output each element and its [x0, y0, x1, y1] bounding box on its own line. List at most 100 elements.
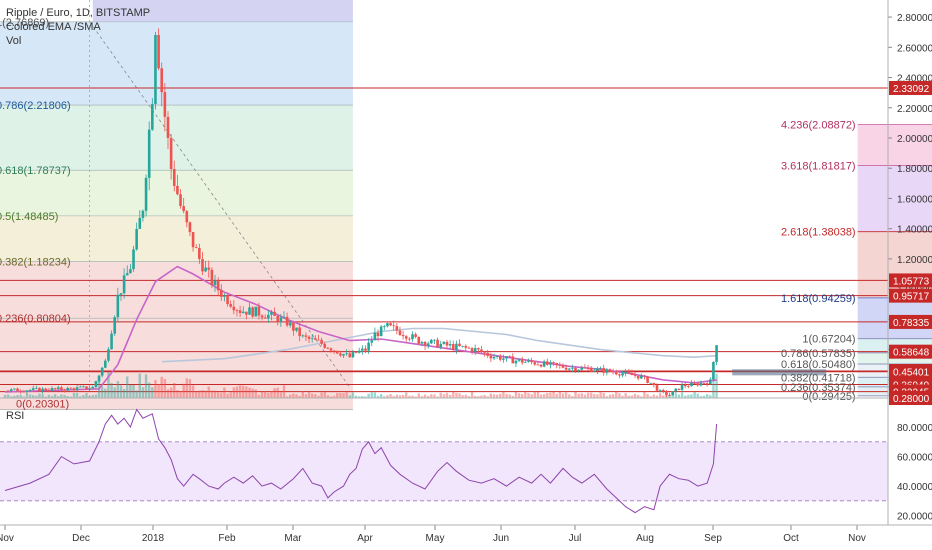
fib-ext-band [857, 124, 932, 166]
chart-legend: Ripple / Euro, 1D, BITSTAMP Colored EMA … [6, 6, 150, 48]
candle-body [473, 348, 477, 352]
candle-body [442, 341, 446, 344]
candle-body [430, 339, 433, 344]
candle-body [91, 386, 95, 389]
rsi-label[interactable]: RSI [6, 410, 25, 422]
fib-ret-band [0, 105, 353, 171]
candle-body [182, 206, 185, 212]
candle-body [668, 394, 671, 396]
volume-bar [643, 391, 646, 398]
candle-body [382, 326, 386, 328]
price-tick-label: 2.80000 [897, 13, 932, 24]
volume-bar [254, 389, 257, 398]
symbol-title[interactable]: Ripple / Euro, 1D, BITSTAMP [6, 7, 151, 19]
volume-label[interactable]: Vol [6, 35, 22, 47]
candle-body [138, 217, 142, 229]
volume-bar [558, 391, 562, 398]
candle-body [28, 389, 32, 391]
candle-body [25, 390, 29, 392]
volume-bar [332, 395, 336, 398]
candle-body [85, 386, 88, 389]
candle-body [715, 345, 718, 362]
volume-bar [489, 393, 493, 398]
volume-bar [129, 384, 132, 398]
volume-bar [574, 391, 577, 398]
volume-bar [60, 394, 63, 398]
candle-body [223, 295, 226, 297]
candle-body [307, 336, 311, 339]
volume-bar [361, 396, 364, 398]
candle-body [683, 384, 687, 387]
volume-bar [467, 396, 471, 398]
candle-body [270, 311, 273, 315]
indicator-name[interactable]: Colored EMA /SMA [6, 21, 101, 33]
volume-bar [445, 392, 449, 398]
volume-bar [279, 392, 283, 398]
rsi-tick-label: 20.0000 [897, 512, 932, 523]
price-axis[interactable]: 2.80000 2.60000 2.40000 2.20000 2.00000 1.800… [888, 13, 932, 523]
candle-body [104, 360, 107, 368]
volume-bar [530, 394, 533, 398]
candle-body [580, 367, 584, 370]
fib-ret-label: 1(2.76869) [0, 17, 49, 29]
candle-body [379, 326, 383, 337]
sma-path [161, 327, 717, 363]
volume-bar [514, 392, 518, 398]
candle-body [527, 360, 530, 362]
volume-bar [75, 392, 79, 398]
volume-bar [602, 392, 605, 398]
level-badge-label: 1.05773 [893, 276, 930, 287]
time-tick-label: Apr [357, 533, 373, 544]
volume-bar [147, 382, 151, 398]
candle-body [649, 382, 653, 384]
volume-bar [195, 391, 198, 398]
fib-ext-band [857, 165, 932, 232]
volume-bar [223, 387, 226, 398]
volume-bar [94, 394, 98, 398]
candle-body [611, 371, 615, 373]
volume-bar [285, 396, 289, 398]
candle-body [486, 352, 490, 356]
candle-body [561, 365, 565, 368]
level-badge-label: 0.58648 [893, 348, 930, 359]
volume-bar [373, 392, 377, 398]
volume-bar [539, 394, 543, 398]
candle-body [172, 168, 176, 186]
candle-body [495, 356, 499, 357]
candle-body [583, 367, 587, 369]
volume-bar [376, 395, 380, 398]
volume-bar [132, 384, 135, 398]
candle-body [712, 361, 715, 380]
candle-body [301, 335, 305, 337]
candle-body [621, 373, 624, 376]
volume-bar [405, 392, 408, 398]
candle-body [477, 348, 480, 350]
time-tick-label: Sep [704, 533, 722, 544]
candle-body [646, 376, 649, 383]
volume-bar [38, 393, 41, 398]
volume-bar [690, 394, 693, 398]
volume-bar [160, 376, 163, 398]
candle-body [708, 379, 712, 385]
volume-bar [113, 387, 116, 398]
volume-bar [426, 395, 430, 398]
candle-body [533, 362, 537, 365]
volume-bar [301, 391, 304, 398]
fib-ext-label: 1(0.67204) [802, 334, 855, 346]
volume-bar [593, 393, 596, 398]
candle-body [461, 345, 464, 347]
candle-body [614, 372, 618, 375]
candle-body [586, 367, 590, 369]
time-tick-label: Aug [636, 533, 654, 544]
fib-ret-top-band [92, 0, 353, 22]
candle-body [201, 258, 204, 272]
volume-bar [176, 390, 179, 398]
candle-body [536, 364, 540, 366]
fib-ret-label: 0.5(1.48485) [0, 211, 58, 223]
volume-bar [401, 395, 405, 398]
time-axis[interactable]: Nov Dec 2018 Feb Mar Apr May Jun Jul Aug Sep Oct Nov [0, 525, 866, 544]
fib-ext-label: 1.618(0.94259) [781, 293, 856, 305]
volume-bar [364, 396, 367, 398]
candle-body [445, 341, 449, 346]
